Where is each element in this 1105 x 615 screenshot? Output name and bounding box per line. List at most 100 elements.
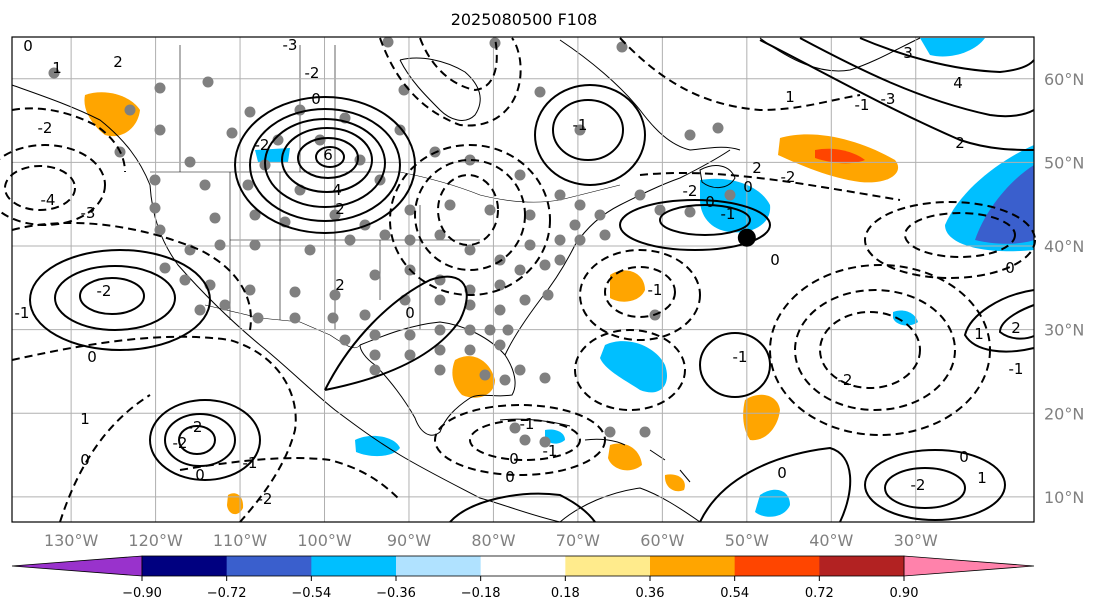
station-dot bbox=[379, 229, 391, 241]
lat-tick-label: 20°N bbox=[1044, 404, 1084, 423]
contour-label: -2 bbox=[173, 434, 188, 452]
colorbar-bin bbox=[226, 556, 312, 576]
contour-east-atlantic-right-2 bbox=[998, 304, 1035, 340]
colorbar-tick-label: 0.18 bbox=[551, 586, 580, 601]
contour-label: -2 bbox=[911, 476, 926, 494]
shade-darkblue-east-atlantic bbox=[975, 165, 1034, 244]
map-frame bbox=[11, 36, 1035, 523]
station-dot bbox=[369, 364, 381, 376]
contour-neg-ohio-3 bbox=[437, 174, 499, 246]
shade-orange-antilles bbox=[664, 474, 685, 492]
contour-label: 2 bbox=[752, 159, 762, 177]
contour-pacific-south-3 bbox=[178, 425, 216, 455]
lon-tick-label: 120°W bbox=[128, 531, 183, 550]
lon-tick-label: 40°W bbox=[809, 531, 853, 550]
contour-label: 2 bbox=[113, 53, 123, 71]
station-dot bbox=[329, 209, 341, 221]
contour-label: 0 bbox=[777, 464, 787, 482]
station-dot bbox=[382, 36, 394, 48]
contour-label: 2 bbox=[335, 276, 345, 294]
shade-red-newfoundland bbox=[815, 148, 865, 164]
contour-label: -2 bbox=[97, 282, 112, 300]
contour-east-atlantic-south-1 bbox=[864, 449, 1006, 521]
contour-neg-iceland-1 bbox=[864, 201, 1036, 279]
contour-neg-azores-1 bbox=[769, 264, 991, 436]
contour-label: -3 bbox=[881, 90, 896, 108]
contour-high-3 bbox=[264, 118, 386, 208]
station-dot bbox=[484, 204, 496, 216]
contour-label: 0 bbox=[311, 90, 321, 108]
station-dot bbox=[404, 234, 416, 246]
station-dot bbox=[404, 204, 416, 216]
station-dot bbox=[502, 324, 514, 336]
shade-orange-gulf bbox=[452, 356, 495, 398]
contour-label: 1 bbox=[52, 59, 62, 77]
contour-labrador-1 bbox=[534, 84, 646, 186]
contour-neg-caribbean-1 bbox=[574, 329, 686, 411]
station-dot bbox=[154, 124, 166, 136]
station-dot bbox=[244, 106, 256, 118]
station-dot bbox=[194, 304, 206, 316]
station-dot bbox=[369, 349, 381, 361]
station-dot bbox=[684, 206, 696, 218]
contour-label: 1 bbox=[974, 325, 984, 343]
station-dot bbox=[519, 294, 531, 306]
contour-high-4 bbox=[281, 127, 373, 193]
station-dot bbox=[464, 344, 476, 356]
lat-tick-label: 60°N bbox=[1044, 70, 1084, 89]
contour-label: -1 bbox=[855, 96, 870, 114]
contour-neg-alaska bbox=[11, 107, 126, 173]
station-dot bbox=[539, 436, 551, 448]
contour-pacific-south-1 bbox=[149, 399, 261, 481]
colorbar-tick-label: −0.72 bbox=[207, 586, 247, 601]
contour-neg-azores-3 bbox=[819, 311, 921, 389]
contour-label: 0 bbox=[195, 466, 205, 484]
station-dot bbox=[179, 274, 191, 286]
station-dot bbox=[339, 334, 351, 346]
contour-label: -1 bbox=[1009, 360, 1024, 378]
shade-blue-greenland bbox=[920, 38, 985, 57]
lat-tick-label: 50°N bbox=[1044, 153, 1084, 172]
contour-greenland-band-1 bbox=[759, 39, 1035, 151]
lat-tick-label: 30°N bbox=[1044, 321, 1084, 340]
contour-neg-azores-2 bbox=[794, 289, 956, 411]
station-dot bbox=[199, 179, 211, 191]
colorbar-bin bbox=[311, 556, 397, 576]
contour-neg-labrador-band bbox=[619, 37, 861, 112]
contour-label: 0 bbox=[705, 193, 715, 211]
contour-label: -3 bbox=[283, 36, 298, 54]
shade-orange-pacific bbox=[227, 493, 244, 515]
station-dot bbox=[499, 374, 511, 386]
station-dot bbox=[524, 209, 536, 221]
contour-label: 6 bbox=[323, 146, 333, 164]
contour-label: -2 bbox=[683, 182, 698, 200]
station-dot bbox=[724, 189, 736, 201]
contour-label: -2 bbox=[838, 371, 853, 389]
contour-label: -1 bbox=[733, 348, 748, 366]
contour-label: 0 bbox=[505, 468, 515, 486]
station-dot bbox=[464, 244, 476, 256]
station-dot bbox=[599, 229, 611, 241]
station-dot bbox=[574, 234, 586, 246]
contour-label: 4 bbox=[332, 181, 342, 199]
shade-orange-bermuda bbox=[610, 270, 645, 302]
contour-label: -1 bbox=[721, 205, 736, 223]
station-dot bbox=[434, 294, 446, 306]
station-dot bbox=[534, 86, 546, 98]
station-dot bbox=[639, 426, 651, 438]
contour-label: 3 bbox=[903, 44, 913, 62]
station-dot bbox=[514, 364, 526, 376]
contour-neg-newfoundland-band bbox=[639, 171, 901, 201]
lon-tick-label: 50°W bbox=[725, 531, 769, 550]
contour-label: -2 bbox=[258, 490, 273, 508]
station-dot bbox=[244, 284, 256, 296]
contour-label: 0 bbox=[405, 304, 415, 322]
station-dot bbox=[514, 264, 526, 276]
colorbar-tick-label: 0.36 bbox=[636, 586, 665, 601]
station-dot bbox=[604, 426, 616, 438]
station-dot bbox=[712, 122, 724, 134]
station-dot bbox=[569, 219, 581, 231]
observation-stations bbox=[48, 36, 736, 448]
colorbar-over-triangle bbox=[903, 555, 1035, 577]
